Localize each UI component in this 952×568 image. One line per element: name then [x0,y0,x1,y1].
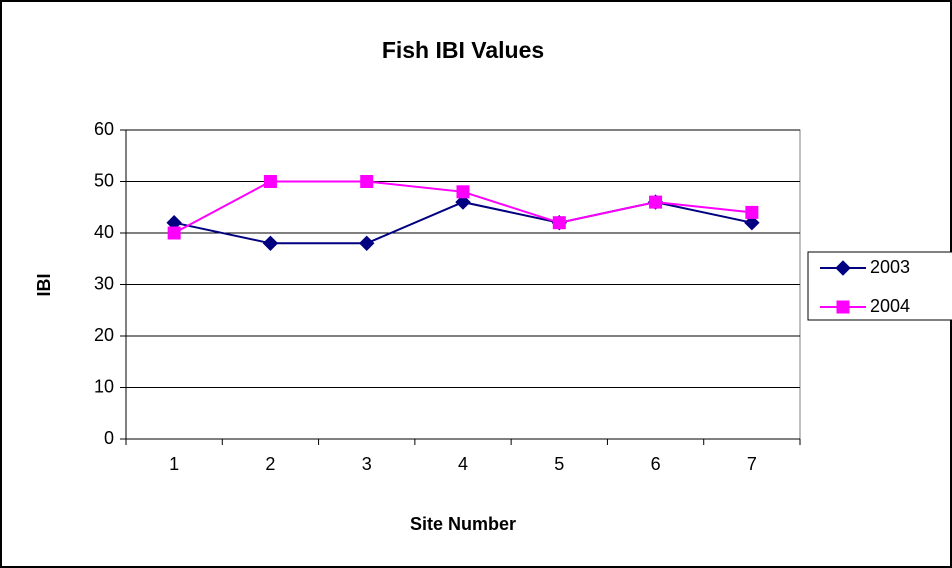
y-tick-label: 0 [104,428,114,448]
data-point [552,216,566,230]
data-point [263,175,277,188]
x-tick-label: 5 [554,454,564,474]
data-point [360,175,374,188]
y-tick-label: 20 [94,325,114,345]
x-tick-label: 7 [747,454,757,474]
data-point [649,195,663,209]
y-tick-label: 40 [94,222,114,242]
x-tick-label: 6 [651,454,661,474]
data-point [455,194,471,210]
y-tick-label: 50 [94,170,114,190]
legend-label: 2004 [870,296,910,316]
data-point [745,205,759,219]
x-tick-label: 2 [265,454,275,474]
chart-title: Fish IBI Values [382,37,544,63]
legend-box [807,251,952,321]
y-tick-label: 60 [94,119,114,139]
y-axis-label: IBI [34,273,54,296]
legend-swatch-marker [836,300,850,314]
data-point [744,214,760,231]
legend-label: 2003 [870,257,910,277]
data-point [456,185,470,199]
data-point [167,226,181,240]
legend-swatch-marker [835,260,851,276]
x-tick-label: 4 [458,454,468,474]
x-tick-label: 3 [362,454,372,474]
x-axis-label: Site Number [410,514,516,534]
data-point [262,235,279,252]
data-point [359,235,375,252]
x-tick-label: 1 [169,454,179,474]
y-tick-label: 30 [94,273,114,293]
y-tick-label: 10 [94,376,114,396]
